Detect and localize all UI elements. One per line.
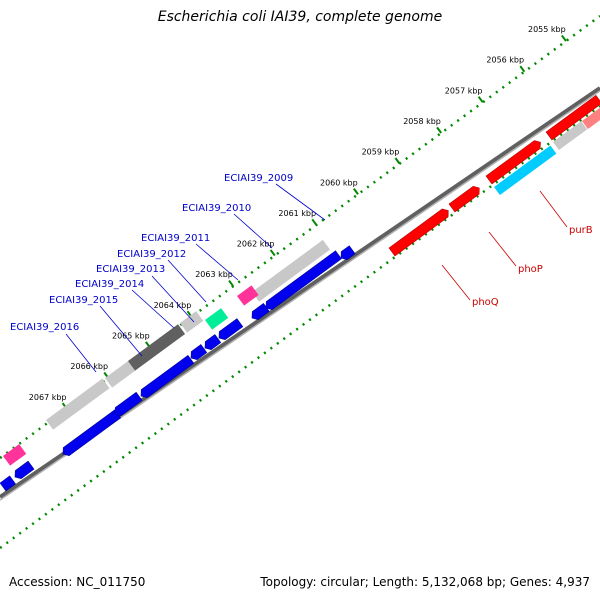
gene-phoQ[interactable] [388,207,451,257]
gene-ECIAI39_2012[interactable] [202,334,222,353]
dark-gray-feature[interactable] [128,324,186,371]
label-ECIAI39_2010: ECIAI39_2010 [182,203,251,214]
label-ECIAI39_2013: ECIAI39_2013 [96,264,165,275]
scale-tick-label: 2058 kbp [403,117,441,126]
label-ECIAI39_2015: ECIAI39_2015 [49,295,118,306]
scale-tick-label: 2056 kbp [486,56,524,65]
inner-tick-track [0,104,600,550]
label-phoQ: phoQ [472,297,499,308]
reverse-strand-genes [0,245,356,492]
scale-tick-label: 2064 kbp [154,301,192,310]
scale-tick-mark [353,188,359,195]
map-title: Escherichia coli IAI39, complete genome [157,9,443,25]
gene-ECIAI39_2014[interactable] [138,354,195,400]
gene-purB[interactable] [485,138,543,185]
gene-ECIAI39_2015[interactable] [112,391,143,418]
gene-ECIAI39_2016[interactable] [60,409,122,458]
cyan-feature[interactable] [493,145,557,196]
label-ECIAI39_2016: ECIAI39_2016 [10,322,79,333]
gray-feature-3[interactable] [180,311,204,333]
scale-tick-mark [561,34,567,42]
accession-text: Accession: NC_011750 [9,575,146,589]
reverse-strand-features [3,239,331,466]
scale-tick-label: 2055 kbp [528,25,566,34]
scale-tick-mark [477,96,484,103]
gray-feature-4[interactable] [252,239,331,302]
label-ECIAI39_2012: ECIAI39_2012 [117,249,186,260]
scale-tick-label: 2065 kbp [112,332,150,341]
scale-tick-label: 2060 kbp [320,178,358,187]
gene-phoP[interactable] [448,184,482,213]
scale-tick-mark [394,157,401,165]
gene-ECIAI39_2011[interactable] [216,318,244,342]
gene-ECIAI39_2013[interactable] [188,344,208,363]
gene-reverse-small[interactable] [338,245,356,262]
scale-tick-mark [436,126,443,134]
gene-reverse-left[interactable] [12,460,35,481]
scale-tick-label: 2066 kbp [70,362,108,371]
label-purB: purB [569,225,593,236]
label-ECIAI39_2014: ECIAI39_2014 [75,279,144,290]
scale-tick-mark [519,65,526,73]
scale-ticks: 2055 kbp 2056 kbp 2057 kbp 2058 kbp 2059 kbp… [29,25,567,410]
scale-tick-mark [269,249,276,257]
pink-feature-left[interactable] [3,444,27,466]
gray-feature-2[interactable] [105,360,137,388]
green-feature[interactable] [205,308,229,330]
gene-ECIAI39_2009[interactable] [263,250,342,312]
label-ECIAI39_2009: ECIAI39_2009 [224,173,293,184]
pink-feature-right[interactable] [582,103,600,130]
pink-feature[interactable] [237,285,259,306]
gene-reverse-edge[interactable] [0,475,16,492]
scale-tick-label: 2057 kbp [445,86,483,95]
scale-tick-mark [228,279,235,287]
gray-feature-1[interactable] [46,378,110,430]
label-phoP: phoP [518,264,543,275]
forward-features [493,103,600,196]
gene-ECIAI39_2010[interactable] [249,302,270,322]
scale-tick-label: 2063 kbp [195,270,233,279]
gray-feature-right[interactable] [553,121,588,151]
scale-tick-label: 2062 kbp [237,240,275,249]
scale-tick-label: 2067 kbp [29,393,67,402]
scale-tick-mark [311,218,318,226]
scale-tick-label: 2061 kbp [278,209,316,218]
red-gene-labels: purB phoP phoQ [441,190,593,308]
label-ECIAI39_2011: ECIAI39_2011 [141,233,210,244]
gene-forward-right[interactable] [545,94,600,141]
blue-gene-labels: ECIAI39_2009 ECIAI39_2010 ECIAI39_2011 E… [10,173,326,373]
forward-strand-genes [388,94,600,257]
genome-summary-text: Topology: circular; Length: 5,132,068 bp… [260,575,590,589]
scale-tick-label: 2059 kbp [362,148,400,157]
